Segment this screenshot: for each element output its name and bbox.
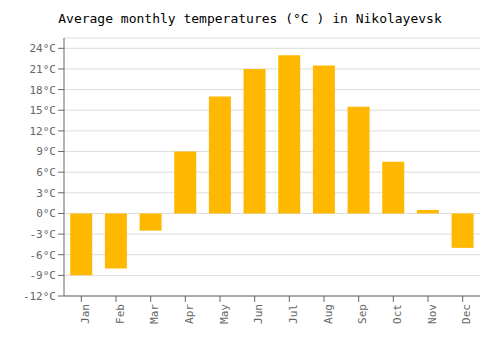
svg-text:-3°C: -3°C [30,228,57,241]
svg-text:Feb: Feb [114,304,127,324]
svg-text:6°C: 6°C [36,166,56,179]
svg-text:Mar: Mar [148,304,161,324]
svg-text:12°C: 12°C [30,125,57,138]
svg-text:Jan: Jan [79,304,92,324]
svg-text:18°C: 18°C [30,84,57,97]
svg-text:Sep: Sep [356,304,369,324]
svg-text:24°C: 24°C [30,42,57,55]
svg-text:Apr: Apr [183,304,196,324]
svg-text:Oct: Oct [391,304,404,324]
svg-text:15°C: 15°C [30,104,57,117]
svg-text:Aug: Aug [322,304,335,324]
svg-text:0°C: 0°C [36,207,56,220]
svg-text:3°C: 3°C [36,187,56,200]
svg-text:-9°C: -9°C [30,269,57,282]
svg-text:Dec: Dec [460,304,473,324]
svg-text:-12°C: -12°C [23,290,56,303]
svg-text:Jun: Jun [252,304,265,324]
svg-text:9°C: 9°C [36,145,56,158]
svg-text:Nov: Nov [426,304,439,324]
html-text:Average monthly temperatures (: Average monthly temperatures (°C ) in Ni… [58,11,442,26]
svg-text:Jul: Jul [287,304,300,324]
svg-text:-6°C: -6°C [30,249,57,262]
svg-text:May: May [218,304,231,324]
svg-text:21°C: 21°C [30,63,57,76]
